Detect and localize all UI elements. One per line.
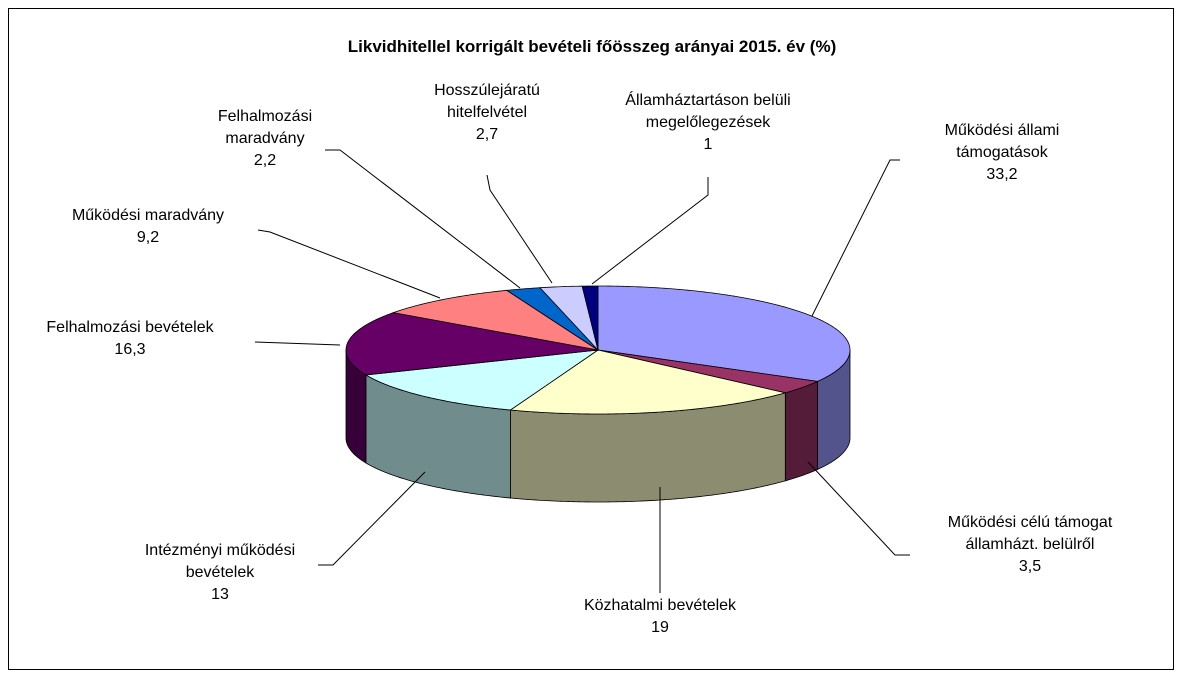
- category-label: Működési maradvány: [71, 207, 225, 224]
- value-label: 1: [703, 136, 713, 153]
- slice-label: Intézményi működési bevételek 13: [125, 540, 315, 606]
- slice-side: [784, 380, 818, 482]
- value-label: 16,3: [114, 341, 146, 358]
- slice-label: Felhalmozási bevételek 16,3: [10, 317, 250, 361]
- leader-line: [254, 341, 341, 346]
- slice-label: Közhatalmi bevételek 19: [540, 595, 780, 639]
- slice-label: Hosszúlejáratú hitelfelvétel 2,7: [407, 80, 567, 146]
- category-label: Felhalmozási bevételek: [46, 319, 214, 336]
- leader-line: [591, 177, 709, 285]
- slice: [581, 285, 599, 351]
- slice: [391, 289, 599, 351]
- category-label: Intézményi működési bevételek: [144, 542, 296, 581]
- value-label: 2,7: [475, 126, 499, 143]
- slice: [505, 287, 599, 351]
- slice: [597, 285, 851, 382]
- value-label: 2,2: [253, 152, 277, 169]
- chart-frame: [8, 8, 1174, 670]
- leader-line: [257, 229, 441, 299]
- category-label: Közhatalmi bevételek: [583, 597, 737, 614]
- slice: [509, 349, 786, 415]
- slice: [345, 312, 599, 376]
- slice: [539, 285, 599, 352]
- value-label: 3,5: [1018, 558, 1042, 575]
- slice-label: Működési célú támogat államházt. belülrő…: [910, 512, 1150, 578]
- chart-title: Likvidhitellel korrigált bevételi főössz…: [347, 37, 837, 56]
- value-label: 19: [651, 619, 669, 636]
- category-label: Működési célú támogat államházt. belülrő…: [947, 514, 1113, 553]
- slice-label: Működési maradvány 9,2: [28, 205, 268, 249]
- leader-line: [486, 174, 553, 284]
- slice-label: Működési állami támogatások 33,2: [922, 120, 1082, 186]
- slice: [364, 349, 599, 411]
- leader-line: [807, 461, 910, 556]
- category-label: Hosszúlejáratú hitelfelvétel: [434, 82, 540, 121]
- slice: [597, 349, 819, 394]
- leader-line: [325, 149, 521, 289]
- category-label: Működési állami támogatások: [944, 122, 1060, 161]
- leader-line: [811, 159, 900, 317]
- leader-line: [318, 471, 426, 566]
- value-label: 33,2: [986, 166, 1018, 183]
- slice-label: Felhalmozási maradvány 2,2: [200, 106, 330, 172]
- slice-label: Államháztartáson belüli megelőlegezések 1: [591, 90, 826, 156]
- category-label: Államháztartáson belüli megelőlegezések: [625, 92, 791, 131]
- category-label: Felhalmozási maradvány: [217, 108, 313, 147]
- value-label: 9,2: [136, 229, 160, 246]
- value-label: 13: [211, 586, 229, 603]
